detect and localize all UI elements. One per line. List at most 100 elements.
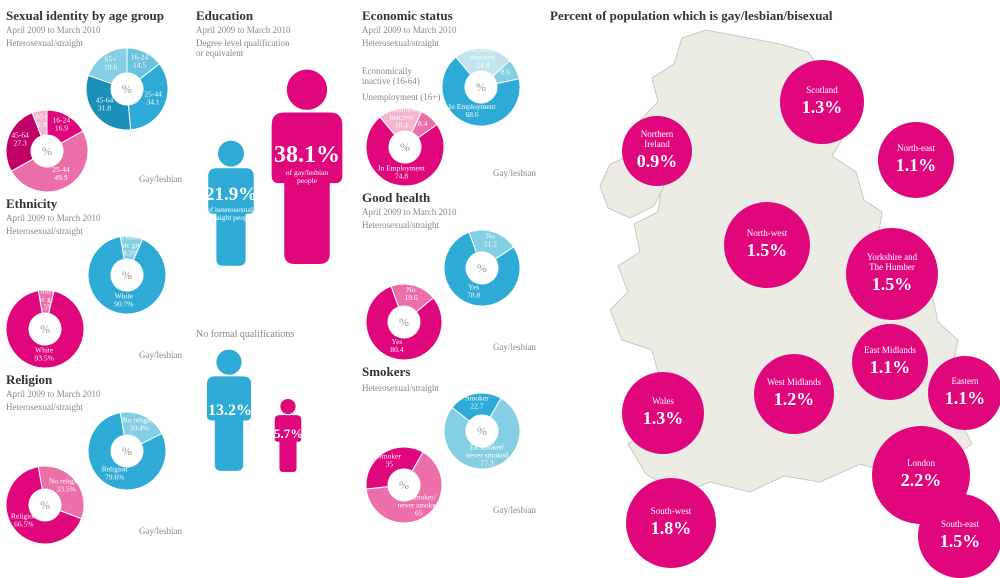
edu-hetero-val: 21.9% (205, 184, 257, 206)
region-value: 2.2% (901, 470, 942, 491)
svg-text:20.4%: 20.4% (130, 423, 149, 432)
section-smokers: Smokers Heterosexual/straight Ex smoker/… (362, 364, 538, 523)
column-education: Education April 2009 to March 2010 Degre… (190, 0, 356, 578)
svg-text:16.9: 16.9 (55, 123, 68, 132)
donut-age-gay: 16-2416.925-4449.945-6427.365+5.9% (6, 110, 88, 192)
region-value: 1.2% (774, 389, 815, 410)
smk-hetero-label: Heterosexual/straight (362, 383, 538, 393)
section-economic: Economic status April 2009 to March 2010… (362, 8, 538, 186)
svg-text:27.3: 27.3 (14, 138, 27, 147)
age-hetero-label: Heterosexual/straight (6, 38, 184, 48)
eco-unemploy-cap: Unemployment (16+) (362, 92, 440, 102)
region-bubble: Yorkshire and The Humber 1.5% (846, 228, 938, 320)
region-value: 1.3% (643, 408, 684, 429)
edu-noqual-figures: 13.2% 5.7% (196, 344, 350, 474)
svg-text:%: % (122, 268, 132, 282)
region-name: Wales (652, 397, 674, 406)
svg-text:19.6: 19.6 (104, 63, 117, 72)
region-bubble: East Midlands1.1% (852, 324, 928, 400)
svg-text:19.6: 19.6 (405, 293, 418, 302)
svg-text:14.5: 14.5 (133, 60, 146, 69)
region-name: West Midlands (767, 378, 821, 387)
eth-date: April 2009 to March 2010 (6, 213, 184, 223)
region-value: 1.1% (896, 155, 937, 176)
age-date: April 2009 to March 2010 (6, 25, 184, 35)
edu-gay-cap: of gay/lesbian people (274, 169, 340, 185)
hlth-date: April 2009 to March 2010 (362, 207, 538, 217)
svg-text:33.5%: 33.5% (56, 484, 75, 493)
region-name: South-east (941, 520, 979, 529)
rel-date: April 2009 to March 2010 (6, 389, 184, 399)
age-gay-label: Gay/lesbian (139, 174, 182, 184)
svg-text:%: % (122, 444, 132, 458)
edu-hetero-text: 21.9% of heterosexual/ straight people (205, 184, 257, 222)
hlth-title: Good health (362, 190, 538, 206)
svg-text:%: % (399, 478, 409, 492)
eco-gay-label: Gay/lesbian (493, 168, 536, 178)
edu-hetero-cap: of heterosexual/ straight people (205, 206, 257, 222)
svg-text:65: 65 (415, 509, 423, 518)
svg-text:80.4: 80.4 (390, 345, 403, 354)
edu-gay-val: 38.1% (274, 142, 340, 169)
region-name: South-west (651, 507, 692, 516)
edu-degree-figures: 21.9% of heterosexual/ straight people 3… (196, 64, 350, 269)
region-bubble: West Midlands 1.2% (754, 354, 834, 434)
region-value: 1.5% (872, 274, 913, 295)
section-age: Sexual identity by age group April 2009 … (6, 8, 184, 192)
region-bubble: Northern Ireland0.9% (622, 116, 692, 186)
region-value: 1.1% (945, 388, 986, 409)
region-value: 1.5% (747, 240, 788, 261)
rel-hetero-label: Heterosexual/straight (6, 402, 184, 412)
svg-text:%: % (477, 424, 487, 438)
svg-text:%: % (476, 80, 486, 94)
edu-noqual-hetero-val: 13.2% (208, 402, 252, 420)
region-value: 1.3% (802, 97, 843, 118)
edu-date: April 2009 to March 2010 (196, 25, 350, 35)
hlth-gay-label: Gay/lesbian (493, 342, 536, 352)
region-bubble: South-west 1.8% (626, 478, 716, 568)
svg-text:24.8: 24.8 (476, 61, 489, 70)
region-value: 1.1% (870, 357, 911, 378)
eco-date: April 2009 to March 2010 (362, 25, 538, 35)
svg-text:22.7: 22.7 (470, 401, 483, 410)
edu-sub: Degree level qualification or equivalent (196, 38, 350, 58)
eth-title: Ethnicity (6, 196, 184, 212)
region-name: Scotland (806, 86, 838, 95)
column-demographics: Sexual identity by age group April 2009 … (0, 0, 190, 578)
svg-text:8.4: 8.4 (418, 119, 428, 128)
svg-text:%: % (40, 322, 50, 336)
region-name: North-west (747, 229, 788, 238)
region-name: Yorkshire and The Humber (867, 253, 917, 272)
region-bubble: North-west 1.5% (724, 202, 810, 288)
region-bubble: South-east1.5% (918, 494, 1000, 578)
region-value: 0.9% (637, 151, 678, 172)
age-title: Sexual identity by age group (6, 8, 184, 24)
edu-noqual-label: No formal qualifications (196, 329, 350, 340)
donut-rel-gay: No religion33.5%Religion66.5%% (6, 466, 84, 544)
region-bubble: Scotland 1.3% (780, 60, 864, 144)
donut-eth-gay: Otherethnic group6.5%White93.5%% (6, 290, 84, 368)
eth-hetero-label: Heterosexual/straight (6, 226, 184, 236)
region-name: London (907, 459, 935, 468)
edu-gay-text: 38.1% of gay/lesbian people (274, 142, 340, 185)
rel-title: Religion (6, 372, 184, 388)
hlth-hetero-label: Heterosexual/straight (362, 220, 538, 230)
eth-gay-label: Gay/lesbian (139, 350, 182, 360)
svg-text:%: % (42, 144, 52, 158)
eco-hetero-label: Heterosexual/straight (362, 38, 538, 48)
region-name: Eastern (952, 377, 979, 386)
svg-text:%: % (40, 498, 50, 512)
svg-text:8.6: 8.6 (501, 67, 511, 76)
map-title: Percent of population which is gay/lesbi… (550, 8, 994, 24)
uk-map: Scotland 1.3% Northern Ireland0.9% North-ea… (550, 24, 994, 564)
smk-gay-label: Gay/lesbian (493, 505, 536, 515)
region-bubble: Eastern 1.1% (928, 356, 1000, 430)
svg-text:34.1: 34.1 (147, 97, 160, 106)
svg-text:21.2: 21.2 (484, 239, 497, 248)
region-value: 1.8% (651, 518, 692, 539)
column-map: Percent of population which is gay/lesbi… (544, 0, 1000, 578)
svg-text:49.9: 49.9 (54, 173, 67, 182)
region-name: North-east (897, 144, 935, 153)
region-bubble: North-east 1.1% (878, 122, 954, 198)
column-status: Economic status April 2009 to March 2010… (356, 0, 544, 578)
